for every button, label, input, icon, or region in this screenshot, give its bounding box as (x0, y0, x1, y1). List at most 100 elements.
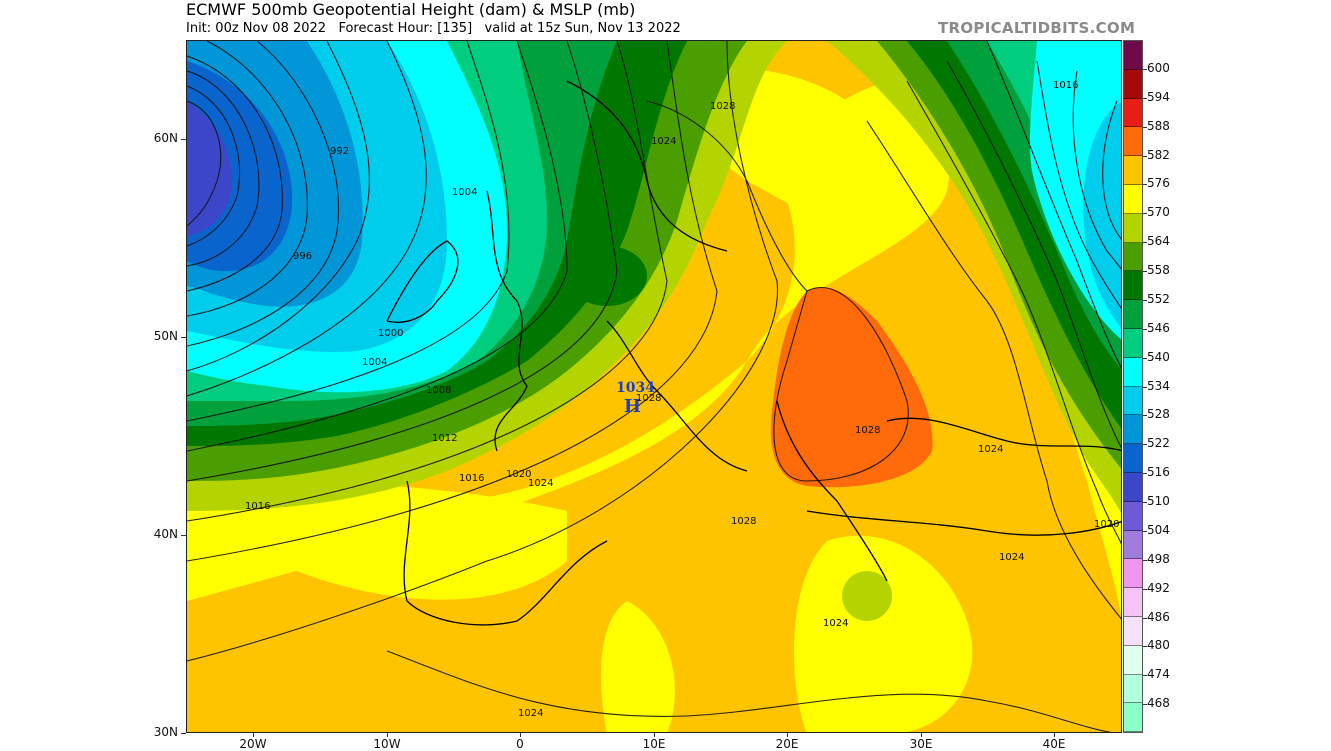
longitude-tick (787, 733, 788, 737)
latitude-tick (181, 337, 186, 338)
isobar-label: 1024 (999, 552, 1025, 563)
colorbar-segment (1124, 127, 1142, 157)
colorbar-tick (1143, 242, 1147, 244)
longitude-tick (253, 733, 254, 737)
colorbar-segment (1124, 271, 1142, 301)
longitude-label: 20E (775, 737, 799, 751)
colorbar-label: 486 (1147, 609, 1170, 624)
isobar-label: 1024 (823, 618, 849, 629)
colorbar-segment (1124, 588, 1142, 617)
colorbar-tick (1143, 415, 1147, 417)
colorbar-label: 588 (1147, 118, 1170, 133)
colorbar-label: 528 (1147, 407, 1170, 422)
longitude-tick (387, 733, 388, 737)
colorbar-label: 582 (1147, 147, 1170, 162)
chart-subtitle: Init: 00z Nov 08 2022 Forecast Hour: [13… (186, 21, 681, 36)
colorbar-label: 474 (1147, 667, 1170, 682)
map-panel (186, 40, 1122, 733)
colorbar-segment (1124, 242, 1142, 272)
latitude-tick (181, 535, 186, 536)
latitude-label: 60N (153, 131, 178, 145)
colorbar-tick (1143, 386, 1147, 388)
colorbar-label: 600 (1147, 60, 1170, 75)
colorbar-segment (1124, 69, 1142, 99)
colorbar-tick (1143, 97, 1147, 99)
colorbar-tick (1143, 271, 1147, 272)
colorbar-tick (1143, 675, 1147, 677)
colorbar-tick (1143, 588, 1147, 590)
colorbar-tick (1143, 617, 1147, 619)
isobar-label: 1028 (636, 393, 662, 404)
colorbar-tick (1143, 646, 1147, 648)
longitude-tick (921, 733, 922, 737)
longitude-label: 30E (909, 737, 933, 751)
colorbar-segment (1124, 559, 1142, 589)
colorbar-label: 534 (1147, 378, 1170, 393)
colorbar-tick (1143, 299, 1147, 301)
colorbar-tick (1143, 126, 1147, 128)
colorbar-segment (1124, 386, 1142, 416)
colorbar-tick (1143, 502, 1147, 503)
colorbar-label: 576 (1147, 176, 1170, 191)
colorbar-segment (1124, 357, 1142, 387)
isobar-label: 1024 (518, 708, 544, 719)
height-field-map (187, 41, 1121, 732)
colorbar-tick (1143, 704, 1147, 706)
colorbar-label: 564 (1147, 234, 1170, 249)
isobar-label: 1016 (245, 501, 271, 512)
colorbar-segment (1124, 616, 1142, 646)
latitude-label: 30N (153, 725, 178, 739)
colorbar-tick (1143, 530, 1147, 532)
colorbar-label: 480 (1147, 638, 1170, 653)
isobar-label: 1004 (452, 187, 478, 198)
longitude-label: 10W (373, 737, 401, 751)
isobar-label: 1016 (459, 473, 485, 484)
colorbar (1123, 40, 1143, 733)
longitude-tick (520, 733, 521, 737)
colorbar-tick (1143, 357, 1147, 359)
isobar-label: 1024 (651, 136, 677, 147)
isobar-label: 1028 (855, 425, 881, 436)
colorbar-segment (1124, 98, 1142, 128)
colorbar-tick (1143, 559, 1147, 561)
colorbar-label: 558 (1147, 263, 1170, 277)
isobar-label: 992 (330, 146, 350, 157)
colorbar-segment (1124, 444, 1142, 473)
colorbar-segment (1124, 472, 1142, 502)
longitude-label: 0 (516, 737, 524, 751)
colorbar-tick (1143, 473, 1147, 475)
brand-watermark: TROPICALTIDBITS.COM (938, 19, 1136, 37)
colorbar-segment (1124, 328, 1142, 358)
isobar-label: 1008 (426, 385, 452, 396)
colorbar-tick (1143, 68, 1147, 70)
isobar-label: 1024 (978, 444, 1004, 455)
high-pressure-symbol: H (624, 396, 642, 417)
colorbar-label: 594 (1147, 89, 1170, 104)
isobar-label: 1020 (1094, 519, 1120, 530)
isobar-label: 1012 (432, 433, 458, 444)
isobar-label: 1024 (528, 478, 554, 489)
colorbar-tick (1143, 184, 1147, 186)
colorbar-tick (1143, 155, 1147, 157)
latitude-label: 50N (153, 329, 178, 343)
latitude-tick (181, 139, 186, 140)
colorbar-segment (1124, 703, 1142, 733)
colorbar-label: 504 (1147, 522, 1170, 537)
colorbar-label: 552 (1147, 291, 1170, 306)
colorbar-label: 498 (1147, 551, 1170, 566)
isobar-label: 1020 (506, 469, 532, 480)
colorbar-segment (1124, 530, 1142, 560)
colorbar-label: 468 (1147, 696, 1170, 711)
colorbar-label: 570 (1147, 205, 1170, 220)
chart-title: ECMWF 500mb Geopotential Height (dam) & … (186, 0, 636, 19)
colorbar-segment (1124, 213, 1142, 243)
colorbar-label: 522 (1147, 436, 1170, 451)
longitude-label: 20W (239, 737, 267, 751)
latitude-label: 40N (153, 527, 178, 541)
colorbar-label: 492 (1147, 580, 1170, 595)
longitude-label: 10E (642, 737, 666, 751)
colorbar-tick (1143, 444, 1147, 446)
colorbar-segment (1124, 184, 1142, 214)
longitude-tick (1054, 733, 1055, 737)
colorbar-segment (1124, 415, 1142, 445)
